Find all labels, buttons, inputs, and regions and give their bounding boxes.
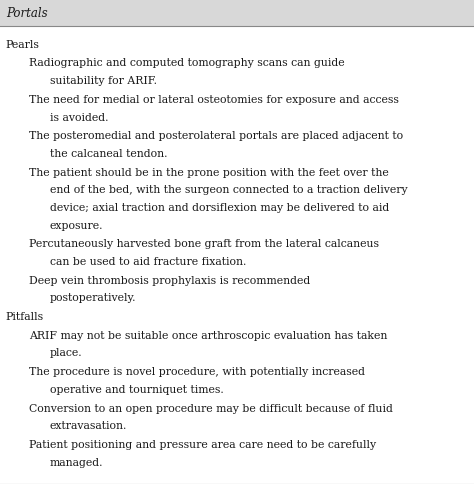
Text: place.: place. [50,348,82,358]
Text: Pearls: Pearls [6,40,39,50]
Text: Radiographic and computed tomography scans can guide: Radiographic and computed tomography sca… [29,58,345,68]
Text: The procedure is novel procedure, with potentially increased: The procedure is novel procedure, with p… [29,366,365,377]
Text: Percutaneously harvested bone graft from the lateral calcaneus: Percutaneously harvested bone graft from… [29,239,379,249]
Text: operative and tourniquet times.: operative and tourniquet times. [50,384,224,394]
Text: device; axial traction and dorsiflexion may be delivered to aid: device; axial traction and dorsiflexion … [50,202,389,212]
Text: Deep vein thrombosis prophylaxis is recommended: Deep vein thrombosis prophylaxis is reco… [29,275,310,285]
Text: exposure.: exposure. [50,220,103,230]
Text: suitability for ARIF.: suitability for ARIF. [50,76,157,86]
Text: Conversion to an open procedure may be difficult because of fluid: Conversion to an open procedure may be d… [29,403,393,413]
Text: Pitfalls: Pitfalls [6,311,44,321]
Text: Patient positioning and pressure area care need to be carefully: Patient positioning and pressure area ca… [29,439,376,449]
Text: postoperatively.: postoperatively. [50,293,136,303]
Text: The need for medial or lateral osteotomies for exposure and access: The need for medial or lateral osteotomi… [29,95,399,105]
Text: ARIF may not be suitable once arthroscopic evaluation has taken: ARIF may not be suitable once arthroscop… [29,330,388,340]
Text: the calcaneal tendon.: the calcaneal tendon. [50,149,167,159]
Text: end of the bed, with the surgeon connected to a traction delivery: end of the bed, with the surgeon connect… [50,185,407,195]
Text: is avoided.: is avoided. [50,112,108,122]
Text: can be used to aid fracture fixation.: can be used to aid fracture fixation. [50,257,246,267]
Bar [0,0,474,27]
Text: managed.: managed. [50,456,103,467]
Text: The posteromedial and posterolateral portals are placed adjacent to: The posteromedial and posterolateral por… [29,131,403,141]
Text: Portals: Portals [6,7,47,20]
Text: extravasation.: extravasation. [50,420,127,430]
Text: The patient should be in the prone position with the feet over the: The patient should be in the prone posit… [29,167,389,177]
